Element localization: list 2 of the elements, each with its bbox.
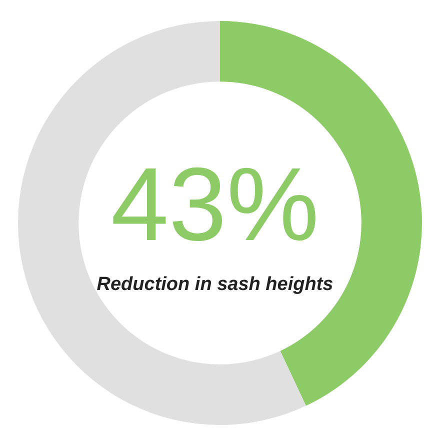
data-label: 43% (110, 147, 320, 263)
text: Reduction in sash heights (96, 274, 334, 295)
